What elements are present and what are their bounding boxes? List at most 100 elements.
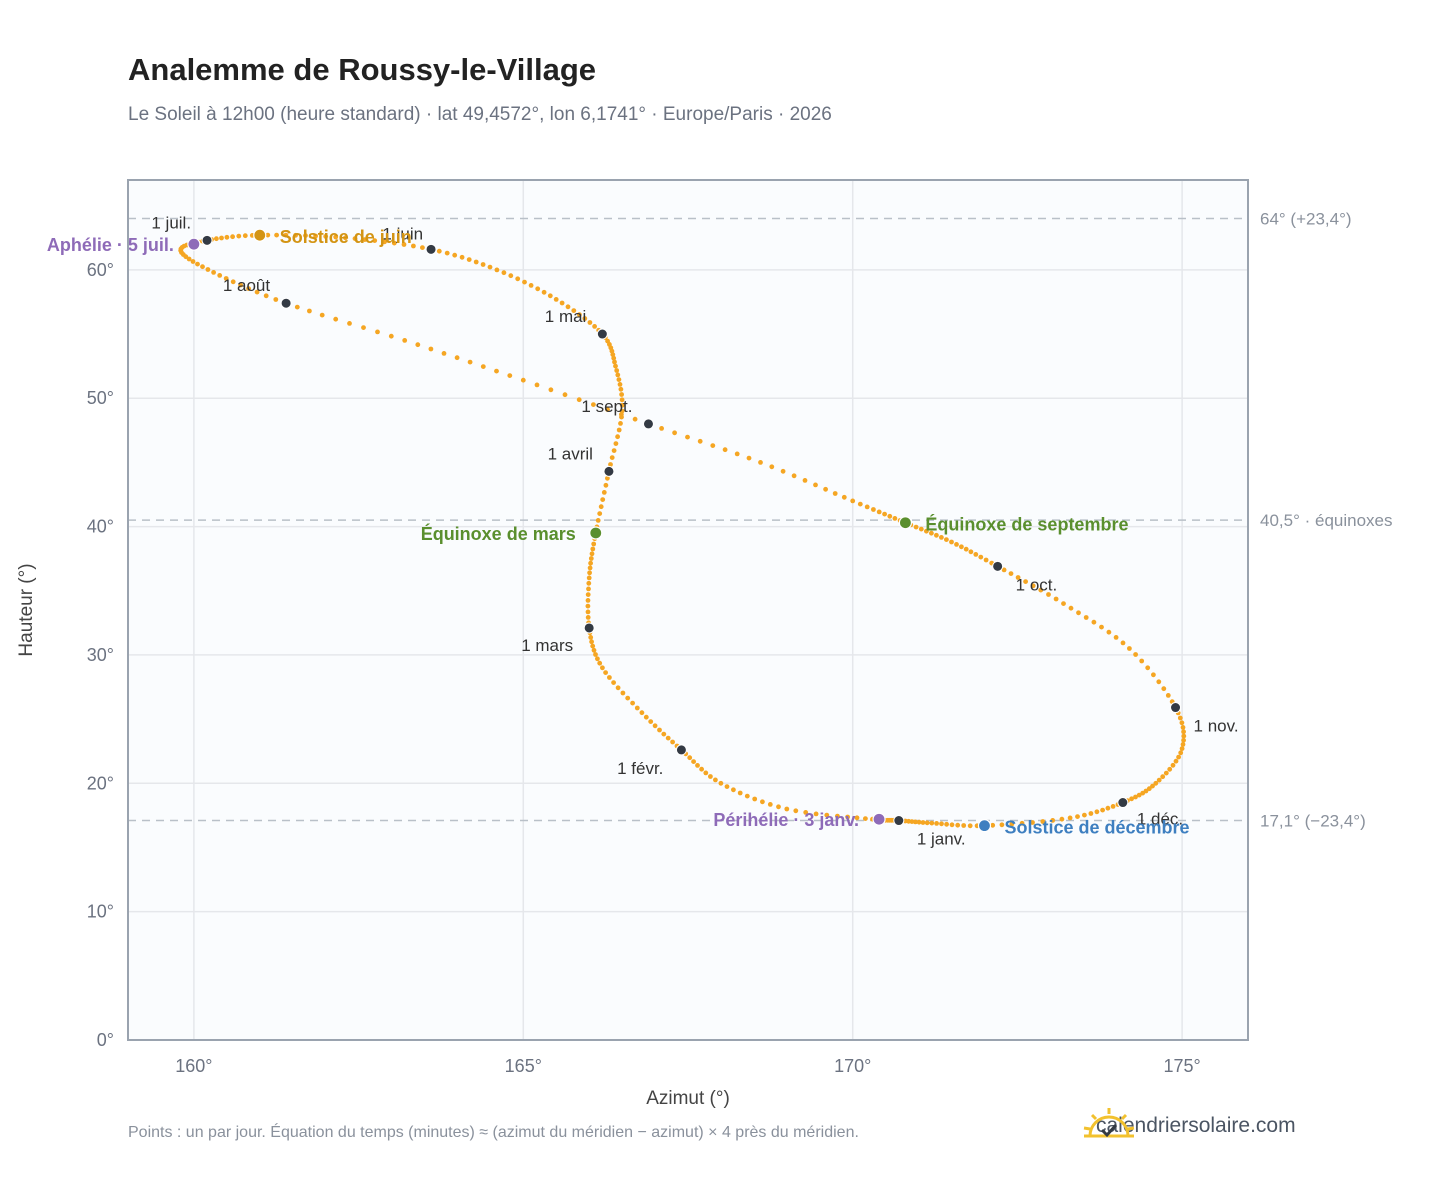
daily-point	[217, 273, 223, 278]
daily-point	[1160, 774, 1166, 780]
daily-point	[1176, 754, 1181, 760]
daily-point	[382, 239, 387, 245]
daily-point	[595, 518, 601, 523]
plot-frame	[127, 179, 1249, 1041]
daily-point	[1133, 652, 1138, 657]
daily-point	[620, 690, 626, 696]
daily-point	[609, 455, 615, 460]
daily-point	[737, 790, 743, 796]
daily-point	[616, 427, 622, 433]
event-label: Périhélie · 3 janv.	[713, 810, 859, 830]
daily-point	[605, 338, 610, 344]
daily-point	[1030, 820, 1035, 825]
daily-point	[480, 262, 486, 267]
daily-point	[214, 236, 219, 242]
daily-point	[587, 570, 592, 576]
daily-point	[186, 256, 192, 262]
daily-point	[850, 498, 856, 504]
daily-point	[710, 443, 716, 448]
daily-point	[619, 392, 624, 397]
daily-point	[767, 802, 773, 807]
daily-point	[983, 557, 989, 563]
daily-point	[1061, 601, 1066, 606]
daily-point	[246, 286, 252, 291]
daily-point	[230, 279, 236, 285]
daily-point	[501, 270, 507, 276]
event-marker	[898, 516, 913, 530]
daily-point	[548, 387, 554, 393]
daily-point	[219, 235, 224, 241]
daily-point	[944, 537, 949, 542]
daily-point	[343, 235, 348, 241]
daily-point	[597, 511, 603, 516]
monthly-marker	[642, 418, 654, 430]
daily-point	[769, 464, 775, 470]
daily-point	[587, 320, 593, 325]
daily-point	[949, 822, 955, 828]
reference-line-label: 40,5° · équinoxes	[1260, 511, 1393, 530]
daily-point	[871, 507, 876, 512]
daily-point	[190, 259, 196, 264]
daily-point	[913, 524, 919, 530]
chart-subtitle: Le Soleil à 12h00 (heure standard) · lat…	[128, 104, 832, 125]
daily-point	[1181, 737, 1186, 743]
brand[interactable]: calendriersolaire.com	[1082, 1106, 1296, 1146]
daily-point	[576, 397, 582, 403]
daily-point	[605, 407, 610, 412]
daily-point	[547, 293, 553, 299]
daily-point	[697, 438, 703, 444]
daily-point	[618, 386, 624, 392]
brand-name[interactable]: calendriersolaire.com	[1096, 1114, 1296, 1137]
reference-line-label: 17,1° (−23,4°)	[1260, 812, 1366, 831]
daily-point	[600, 665, 605, 671]
daily-point	[1179, 720, 1185, 726]
daily-point	[632, 416, 638, 422]
daily-point	[611, 355, 617, 361]
daily-point	[722, 447, 728, 453]
reference-line-label: 64° (+23,4°)	[1260, 210, 1352, 229]
daily-point	[388, 333, 394, 339]
daily-point	[916, 819, 922, 825]
monthly-marker-label: 1 avril	[548, 444, 593, 463]
daily-point	[665, 735, 671, 741]
daily-point	[999, 822, 1005, 828]
event-label: Aphélie · 5 juil.	[47, 235, 174, 255]
sun-check-icon	[1083, 1108, 1135, 1138]
y-tick-label: 50°	[87, 388, 114, 408]
daily-point	[1105, 805, 1111, 811]
daily-point	[1180, 742, 1186, 747]
daily-point	[515, 276, 521, 282]
daily-point	[813, 811, 819, 817]
daily-point	[955, 822, 961, 828]
daily-point	[708, 774, 713, 779]
daily-point	[494, 368, 499, 374]
daily-point	[929, 530, 934, 536]
monthly-marker	[675, 744, 687, 756]
daily-point	[659, 426, 664, 431]
daily-point	[591, 402, 596, 407]
daily-point	[963, 546, 969, 552]
monthly-marker-label: 1 mai	[545, 307, 587, 326]
daily-point	[441, 351, 447, 356]
daily-point	[1133, 794, 1138, 800]
daily-point	[780, 468, 786, 474]
monthly-marker	[201, 234, 213, 246]
daily-point	[1040, 819, 1046, 824]
daily-point	[1145, 665, 1151, 671]
daily-point	[687, 755, 693, 761]
daily-point	[1150, 783, 1155, 789]
daily-point	[588, 635, 594, 640]
daily-point	[1179, 746, 1185, 751]
x-tick-label: 165°	[505, 1056, 542, 1076]
daily-point	[835, 813, 840, 819]
daily-point	[528, 283, 534, 288]
daily-point	[758, 460, 763, 465]
daily-point	[586, 580, 592, 586]
daily-point	[1088, 811, 1094, 816]
daily-point	[595, 656, 600, 662]
daily-point	[784, 806, 790, 812]
y-tick-label: 0°	[97, 1030, 114, 1050]
daily-point	[615, 434, 620, 440]
daily-point	[223, 276, 229, 281]
daily-point	[744, 793, 750, 799]
